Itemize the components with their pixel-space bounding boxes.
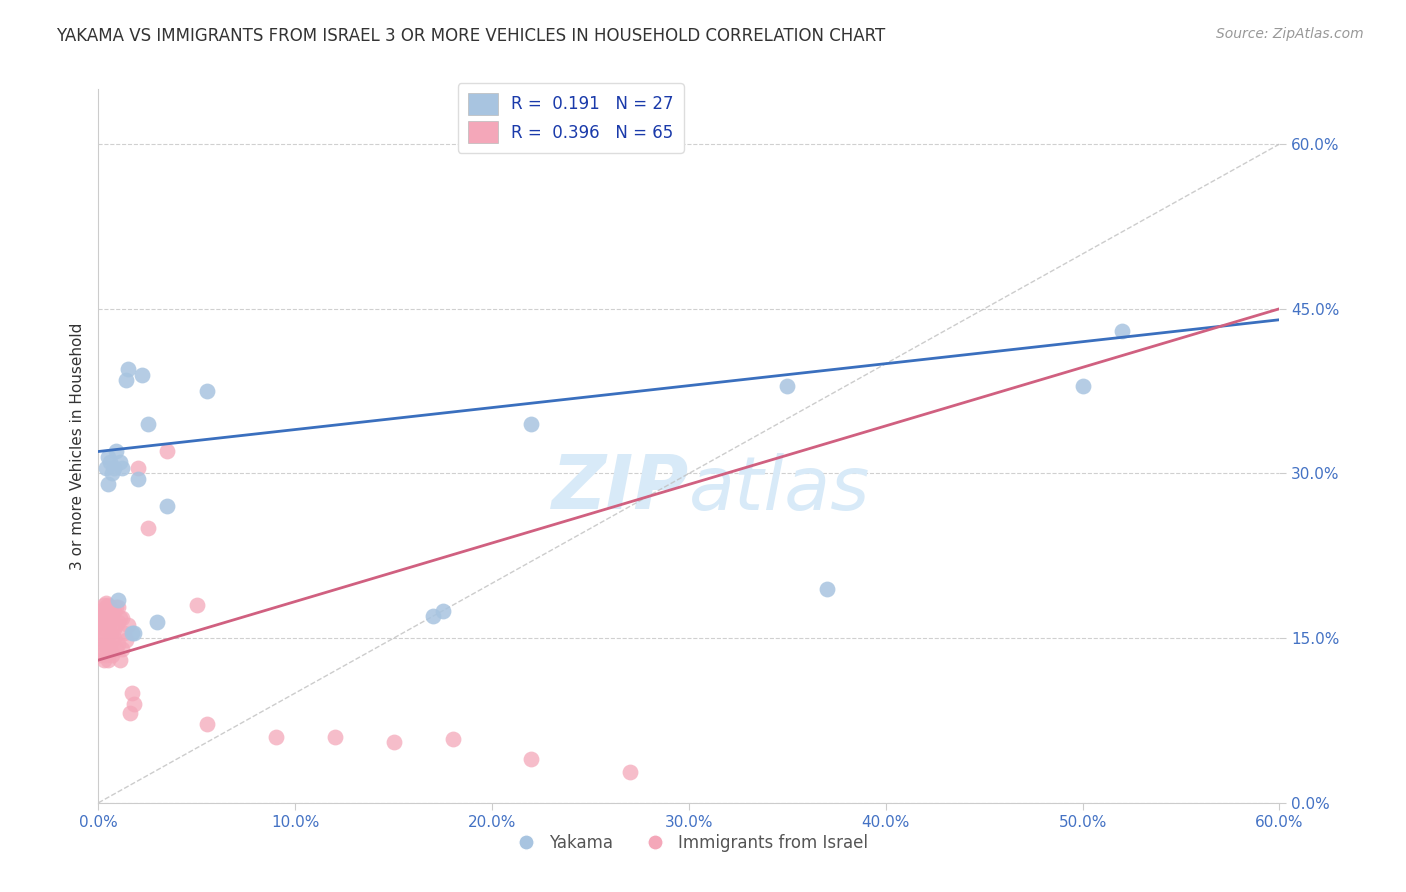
Point	[97, 477, 120, 491]
Point	[432, 604, 454, 618]
Point	[127, 461, 149, 475]
Point	[103, 631, 125, 645]
Point	[97, 604, 120, 618]
Y-axis label: 3 or more Vehicles in Household: 3 or more Vehicles in Household	[69, 322, 84, 570]
Point	[89, 615, 111, 629]
Point	[96, 637, 118, 651]
Point	[93, 625, 115, 640]
Point	[97, 637, 120, 651]
Point	[815, 582, 838, 596]
Point	[105, 600, 128, 615]
Point	[89, 609, 111, 624]
Point	[101, 467, 124, 481]
Point	[1071, 378, 1094, 392]
Legend: Yakama, Immigrants from Israel: Yakama, Immigrants from Israel	[503, 828, 875, 859]
Point	[91, 604, 114, 618]
Point	[441, 732, 464, 747]
Point	[96, 600, 118, 615]
Point	[98, 642, 121, 657]
Point	[96, 596, 118, 610]
Point	[97, 450, 120, 464]
Point	[108, 653, 131, 667]
Point	[97, 653, 120, 667]
Point	[520, 752, 543, 766]
Point	[136, 521, 159, 535]
Point	[105, 444, 128, 458]
Point	[93, 653, 115, 667]
Text: YAKAMA VS IMMIGRANTS FROM ISRAEL 3 OR MORE VEHICLES IN HOUSEHOLD CORRELATION CHA: YAKAMA VS IMMIGRANTS FROM ISRAEL 3 OR MO…	[56, 27, 886, 45]
Point	[382, 735, 405, 749]
Point	[91, 615, 114, 629]
Point	[108, 611, 131, 625]
Point	[520, 417, 543, 431]
Text: atlas: atlas	[689, 453, 870, 524]
Point	[111, 461, 134, 475]
Point	[101, 633, 124, 648]
Point	[93, 604, 115, 618]
Point	[96, 620, 118, 634]
Point	[108, 455, 131, 469]
Point	[103, 623, 125, 637]
Point	[146, 615, 169, 629]
Point	[89, 604, 111, 618]
Point	[117, 362, 139, 376]
Point	[122, 697, 145, 711]
Point	[107, 592, 129, 607]
Point	[107, 615, 129, 629]
Point	[98, 615, 121, 629]
Point	[96, 648, 118, 662]
Point	[91, 642, 114, 657]
Point	[105, 642, 128, 657]
Point	[1111, 324, 1133, 338]
Point	[156, 444, 179, 458]
Point	[93, 637, 115, 651]
Point	[118, 706, 141, 720]
Point	[131, 368, 153, 382]
Point	[121, 686, 143, 700]
Point	[127, 472, 149, 486]
Point	[91, 620, 114, 634]
Point	[195, 384, 218, 398]
Text: ZIP: ZIP	[551, 452, 689, 525]
Point	[186, 598, 208, 612]
Point	[89, 625, 111, 640]
Point	[107, 600, 129, 615]
Point	[105, 618, 128, 632]
Point	[93, 620, 115, 634]
Point	[107, 637, 129, 651]
Point	[91, 631, 114, 645]
Point	[101, 607, 124, 621]
Point	[111, 611, 134, 625]
Point	[117, 618, 139, 632]
Point	[103, 604, 125, 618]
Point	[98, 600, 121, 615]
Point	[101, 648, 124, 662]
Point	[103, 461, 125, 475]
Point	[98, 455, 121, 469]
Point	[97, 620, 120, 634]
Text: Source: ZipAtlas.com: Source: ZipAtlas.com	[1216, 27, 1364, 41]
Point	[93, 609, 115, 624]
Point	[422, 609, 444, 624]
Point	[89, 648, 111, 662]
Point	[156, 500, 179, 514]
Point	[112, 625, 135, 640]
Point	[619, 765, 641, 780]
Point	[93, 598, 115, 612]
Point	[115, 373, 138, 387]
Point	[96, 461, 118, 475]
Point	[776, 378, 799, 392]
Point	[323, 730, 346, 744]
Point	[115, 633, 138, 648]
Point	[96, 609, 118, 624]
Point	[195, 716, 218, 731]
Point	[111, 642, 134, 657]
Point	[136, 417, 159, 431]
Point	[122, 625, 145, 640]
Point	[121, 625, 143, 640]
Point	[97, 598, 120, 612]
Point	[264, 730, 287, 744]
Point	[98, 625, 121, 640]
